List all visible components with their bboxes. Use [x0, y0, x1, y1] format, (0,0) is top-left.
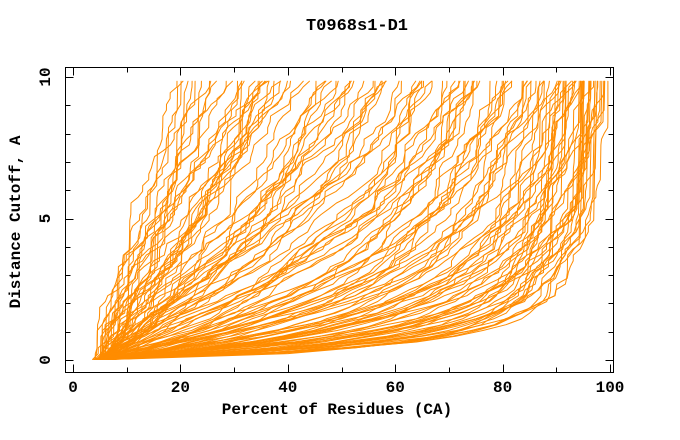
model-curve: [102, 80, 461, 360]
model-curve: [99, 80, 402, 360]
model-curve: [96, 80, 443, 360]
model-curve: [109, 80, 595, 360]
model-curve: [106, 80, 544, 360]
model-curves-layer: [92, 80, 609, 360]
model-curve: [109, 80, 474, 360]
model-curve: [110, 80, 580, 360]
model-curve: [104, 80, 562, 360]
model-curve: [99, 80, 433, 360]
model-curve: [97, 80, 355, 360]
model-curve: [94, 80, 537, 360]
model-curve: [112, 80, 423, 360]
chart-title: T0968s1-D1: [306, 17, 408, 36]
model-curve: [111, 80, 596, 360]
model-curve: [110, 80, 423, 360]
model-curve: [105, 80, 565, 360]
model-curve: [105, 80, 609, 360]
model-curve: [100, 80, 603, 360]
model-curve: [94, 80, 269, 360]
model-curve: [113, 80, 598, 360]
model-curve: [104, 80, 417, 360]
model-curve: [102, 80, 178, 360]
model-curve: [106, 80, 387, 360]
model-curve: [104, 80, 382, 360]
y-axis-title: Distance Cutoff, A: [7, 135, 25, 308]
model-curve: [106, 80, 577, 360]
model-curve: [98, 80, 304, 360]
model-curve: [98, 80, 596, 360]
model-curve: [108, 80, 448, 360]
model-curve: [107, 80, 591, 360]
model-curve: [100, 80, 182, 360]
model-curve: [114, 80, 238, 360]
model-curve: [100, 80, 592, 360]
tick-labels-layer: 0 20 40 60 80 100 0 5 10: [37, 67, 624, 397]
model-curve: [108, 80, 545, 360]
model-curve: [97, 80, 202, 360]
model-curve: [100, 80, 601, 360]
model-curve: [102, 80, 193, 360]
model-curve: [99, 80, 317, 360]
model-curve: [97, 80, 560, 360]
x-tick-label: 20: [171, 379, 190, 397]
model-curve: [108, 80, 523, 360]
model-curve: [95, 80, 545, 360]
model-curve: [102, 80, 227, 360]
model-curve: [96, 80, 567, 360]
model-curve: [97, 80, 513, 360]
model-curve: [103, 80, 560, 360]
model-curve: [95, 80, 456, 360]
x-tick-label: 40: [278, 379, 297, 397]
y-tick-label: 5: [37, 214, 55, 224]
model-curve: [107, 80, 606, 360]
model-curve: [104, 80, 475, 360]
x-tick-label: 80: [493, 379, 512, 397]
model-curve: [104, 80, 432, 360]
x-tick-label: 60: [386, 379, 405, 397]
model-curve: [110, 80, 584, 360]
x-tick-label: 0: [68, 379, 78, 397]
y-tick-label: 0: [37, 355, 55, 365]
model-curve: [98, 80, 310, 360]
model-curve: [109, 80, 270, 360]
model-curve: [106, 80, 532, 360]
model-curve: [105, 80, 263, 360]
model-curve: [106, 80, 541, 360]
model-curve: [105, 80, 189, 360]
model-curve: [105, 80, 550, 360]
model-curve: [102, 80, 473, 360]
model-curve: [93, 80, 481, 360]
model-curve: [94, 80, 421, 360]
model-curve: [98, 80, 365, 360]
model-curve: [101, 80, 233, 360]
model-curve: [96, 80, 561, 360]
model-curve: [108, 80, 583, 360]
model-curve: [104, 80, 564, 360]
axis-ticks-layer: [65, 67, 614, 373]
model-curve: [99, 80, 275, 360]
model-curve: [99, 80, 558, 360]
model-curve: [108, 80, 504, 360]
model-curve: [110, 80, 466, 360]
model-curve: [112, 80, 532, 360]
y-tick-label: 10: [37, 67, 55, 86]
x-tick-label: 100: [596, 379, 625, 397]
model-curve: [97, 80, 478, 360]
model-curve: [103, 80, 351, 360]
model-curve: [110, 80, 376, 360]
model-curve: [110, 80, 184, 360]
x-axis-title: Percent of Residues (CA): [222, 401, 452, 419]
model-curve: [107, 80, 256, 360]
model-curve: [106, 80, 337, 360]
model-curve: [104, 80, 267, 360]
model-curve: [97, 80, 400, 360]
